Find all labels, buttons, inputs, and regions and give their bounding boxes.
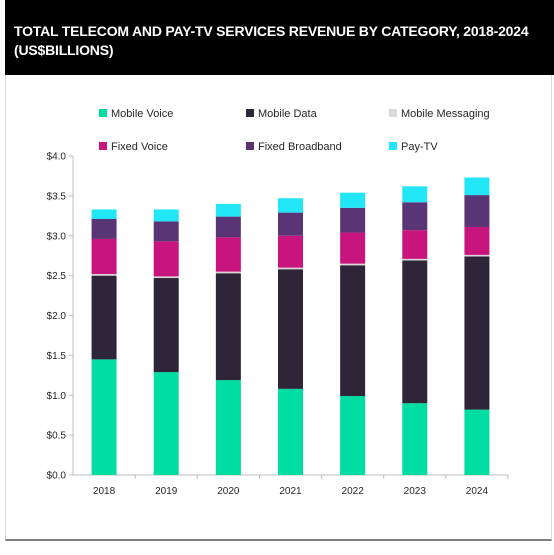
bar-fixed-broadband-2024	[464, 195, 490, 227]
legend-swatch-fixed-broadband	[246, 142, 254, 150]
x-tick-label: 2022	[342, 486, 365, 497]
chart-frame: Mobile Voice Mobile Data Mobile Messaging F…	[5, 75, 552, 541]
bar-pay-tv-2023	[402, 186, 428, 203]
bar-mobile-messaging-2020	[215, 271, 241, 274]
bar-fixed-broadband-2020	[215, 216, 241, 238]
y-tick-label: $3.5	[47, 191, 67, 202]
bar-mobile-voice-2020	[215, 380, 241, 475]
bar-mobile-data-2019	[153, 278, 179, 373]
legend-swatch-pay-tv	[389, 142, 397, 150]
bar-fixed-voice-2018	[91, 238, 117, 275]
legend-label-mobile-messaging: Mobile Messaging	[401, 108, 490, 120]
y-tick-label: $1.5	[47, 351, 67, 362]
bar-mobile-messaging-2023	[402, 258, 428, 261]
bar-mobile-messaging-2018	[91, 274, 117, 276]
bar-pay-tv-2018	[91, 209, 117, 220]
bar-mobile-data-2024	[464, 256, 490, 410]
legend-swatch-mobile-messaging	[389, 109, 397, 117]
y-tick-label: $4.0	[47, 152, 67, 163]
bar-pay-tv-2019	[153, 209, 179, 222]
bar-mobile-data-2020	[215, 273, 241, 381]
chart-header: TOTAL TELECOM AND PAY-TV SERVICES REVENU…	[5, 0, 554, 75]
y-tick-label: $2.5	[47, 271, 67, 282]
x-tick-label: 2024	[466, 486, 489, 497]
bar-pay-tv-2024	[464, 177, 490, 196]
bar-pay-tv-2020	[215, 203, 241, 217]
chart-svg: Mobile Voice Mobile Data Mobile Messaging F…	[47, 108, 509, 497]
bar-fixed-voice-2021	[278, 235, 303, 268]
x-tick-label: 2020	[217, 486, 240, 497]
bar-mobile-data-2018	[91, 275, 117, 360]
x-tick-label: 2021	[279, 486, 302, 497]
legend-swatch-mobile-data	[246, 109, 254, 117]
y-tick-label: $0.5	[47, 431, 67, 442]
bar-fixed-voice-2020	[215, 237, 241, 272]
x-tick-label: 2018	[93, 486, 116, 497]
bar-pay-tv-2021	[278, 198, 303, 213]
bar-fixed-broadband-2022	[340, 207, 366, 233]
bar-mobile-data-2023	[402, 260, 428, 404]
bar-fixed-voice-2023	[402, 230, 428, 259]
bar-mobile-messaging-2019	[153, 276, 179, 279]
x-tick-label: 2019	[155, 486, 178, 497]
bar-mobile-voice-2019	[153, 372, 179, 475]
bar-mobile-voice-2023	[402, 403, 428, 475]
bar-fixed-voice-2019	[153, 241, 179, 277]
bar-mobile-data-2022	[340, 265, 366, 397]
bar-mobile-messaging-2024	[464, 254, 490, 257]
bar-mobile-voice-2018	[91, 359, 117, 475]
bar-mobile-data-2021	[278, 269, 303, 389]
chart-title: TOTAL TELECOM AND PAY-TV SERVICES REVENU…	[14, 23, 529, 58]
legend-label-pay-tv: Pay-TV	[401, 141, 438, 153]
legend-label-mobile-data: Mobile Data	[258, 108, 318, 120]
bar-fixed-broadband-2019	[153, 221, 179, 242]
bar-fixed-voice-2022	[340, 232, 366, 264]
legend-swatch-fixed-voice	[99, 142, 107, 150]
bar-mobile-messaging-2022	[340, 263, 366, 266]
bar-mobile-voice-2024	[464, 409, 490, 475]
bar-fixed-broadband-2023	[402, 202, 428, 231]
legend-label-fixed-broadband: Fixed Broadband	[258, 141, 342, 153]
legend-label-fixed-voice: Fixed Voice	[111, 141, 168, 153]
bar-fixed-voice-2024	[464, 226, 490, 255]
bar-fixed-broadband-2021	[278, 212, 303, 236]
y-tick-label: $0.0	[47, 471, 67, 482]
legend-swatch-mobile-voice	[99, 109, 107, 117]
bar-mobile-voice-2022	[340, 396, 366, 475]
bar-pay-tv-2022	[340, 192, 366, 208]
bar-mobile-messaging-2021	[278, 267, 303, 270]
bar-mobile-voice-2021	[278, 388, 303, 475]
x-tick-label: 2023	[404, 486, 427, 497]
y-tick-label: $1.0	[47, 391, 67, 402]
legend-label-mobile-voice: Mobile Voice	[111, 108, 173, 120]
bar-fixed-broadband-2018	[91, 219, 117, 239]
y-tick-label: $2.0	[47, 311, 67, 322]
y-tick-label: $3.0	[47, 231, 67, 242]
